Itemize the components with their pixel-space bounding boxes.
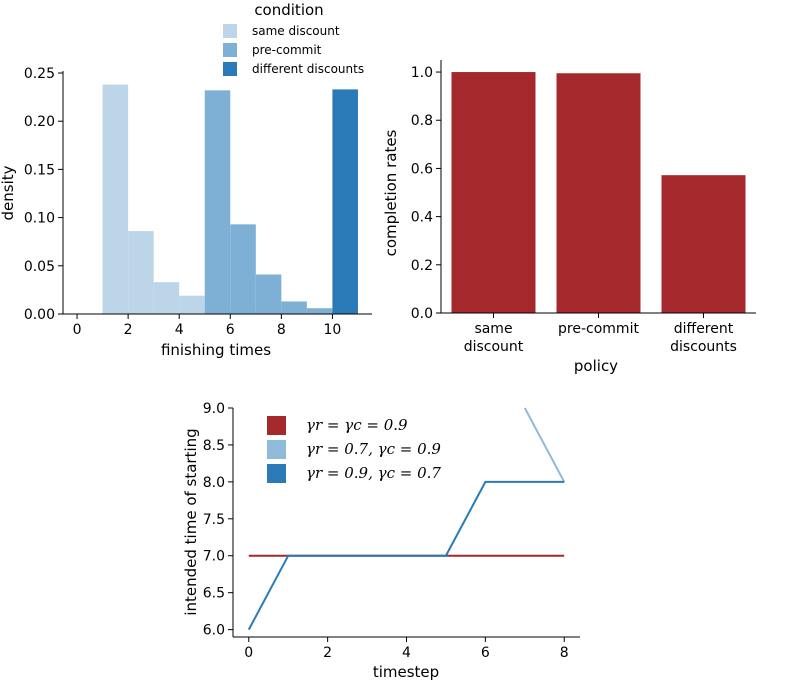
x-tick-label: 6 bbox=[226, 322, 235, 338]
histogram-legend: condition same discount pre-commit differe… bbox=[223, 1, 364, 76]
histogram-bar bbox=[281, 301, 307, 314]
legend-swatch bbox=[223, 24, 237, 38]
completion-bar bbox=[661, 175, 746, 313]
series-line bbox=[247, 480, 565, 631]
y-tick-label: 9.0 bbox=[203, 401, 225, 417]
y-tick-label: 7.5 bbox=[203, 512, 225, 528]
intended-time-ylabel: intended time of starting bbox=[182, 428, 200, 615]
y-tick-label: 7.0 bbox=[203, 549, 225, 565]
histogram-xlabel: finishing times bbox=[161, 341, 271, 359]
legend-swatch bbox=[267, 464, 286, 483]
y-tick-label: 8.0 bbox=[203, 475, 225, 491]
y-tick-label: 0.15 bbox=[24, 162, 55, 178]
y-tick-label: 8.5 bbox=[203, 438, 225, 454]
completion-bar bbox=[451, 72, 536, 313]
y-tick-label: 6.0 bbox=[203, 623, 225, 639]
legend-swatch bbox=[223, 62, 237, 76]
completion-rates-panel: same discount pre-commit different discounts… bbox=[382, 60, 756, 375]
x-tick-label: 10 bbox=[324, 322, 342, 338]
x-tick-label: 4 bbox=[175, 322, 184, 338]
legend-label: γr = 0.9, γc = 0.7 bbox=[306, 464, 441, 482]
x-tick-label: 0 bbox=[244, 645, 253, 661]
y-tick-label: 0.0 bbox=[411, 306, 433, 322]
histogram-bar bbox=[128, 231, 154, 314]
completion-bar bbox=[556, 73, 641, 313]
x-tick-label: 2 bbox=[124, 322, 133, 338]
legend-swatch bbox=[223, 43, 237, 57]
x-tick-label: discount bbox=[464, 339, 524, 355]
histogram-bar bbox=[255, 274, 282, 314]
histogram-bar bbox=[179, 295, 205, 314]
y-tick-label: 0.05 bbox=[24, 259, 55, 275]
line-legend: γr = γc = 0.9 γr = 0.7, γc = 0.9 γr = 0.9,… bbox=[267, 416, 441, 483]
legend-label: different discounts bbox=[252, 62, 364, 76]
legend-label: same discount bbox=[252, 24, 340, 38]
legend-label: γr = 0.7, γc = 0.9 bbox=[306, 440, 441, 458]
intended-time-axes: 6.0 6.5 7.0 7.5 8.0 8.5 9.0 0 2 4 6 8 bbox=[203, 401, 580, 661]
histogram-bar bbox=[306, 308, 333, 314]
x-tick-label: same bbox=[474, 321, 512, 337]
x-tick-label: 0 bbox=[73, 322, 82, 338]
x-tick-label: 4 bbox=[402, 645, 411, 661]
legend-label: γr = γc = 0.9 bbox=[306, 416, 408, 434]
y-tick-label: 1.0 bbox=[411, 65, 433, 81]
histogram-bar bbox=[102, 84, 129, 315]
legend-swatch bbox=[267, 440, 286, 459]
y-tick-label: 0.25 bbox=[24, 66, 55, 82]
x-tick-label: 6 bbox=[481, 645, 490, 661]
histogram-bars bbox=[102, 84, 358, 315]
x-tick-label: discounts bbox=[670, 339, 737, 355]
x-tick-label: 8 bbox=[277, 322, 286, 338]
histogram-panel: 0.00 0.05 0.10 0.15 0.20 0.25 0 2 4 6 8 10 finishin… bbox=[0, 1, 372, 359]
y-tick-label: 0.2 bbox=[411, 258, 433, 274]
completion-xlabel: policy bbox=[574, 357, 618, 375]
y-tick-label: 0.20 bbox=[24, 114, 55, 130]
histogram-axes: 0.00 0.05 0.10 0.15 0.20 0.25 0 2 4 6 8 10 bbox=[24, 66, 372, 338]
legend-swatch bbox=[267, 416, 286, 435]
x-tick-label: 2 bbox=[323, 645, 332, 661]
series-line bbox=[523, 407, 566, 483]
intended-time-panel: 6.0 6.5 7.0 7.5 8.0 8.5 9.0 0 2 4 6 8 timestep inte… bbox=[182, 401, 580, 680]
y-tick-label: 0.8 bbox=[411, 113, 433, 129]
intended-time-lines bbox=[247, 407, 566, 631]
completion-axes: same discount pre-commit different discounts… bbox=[411, 60, 756, 355]
legend-title: condition bbox=[254, 1, 323, 19]
x-tick-label: different bbox=[674, 321, 734, 337]
completion-ylabel: completion rates bbox=[382, 129, 400, 256]
histogram-bar bbox=[230, 224, 256, 314]
histogram-bar bbox=[204, 90, 231, 315]
legend-label: pre-commit bbox=[252, 43, 322, 57]
timestep-xlabel: timestep bbox=[373, 663, 439, 680]
histogram-bar bbox=[332, 89, 358, 314]
completion-bars bbox=[451, 72, 746, 313]
y-tick-label: 6.5 bbox=[203, 586, 225, 602]
y-tick-label: 0.6 bbox=[411, 161, 433, 177]
y-tick-label: 0.00 bbox=[24, 307, 55, 323]
x-tick-label: 8 bbox=[560, 645, 569, 661]
histogram-bar bbox=[153, 282, 180, 314]
x-tick-label: pre-commit bbox=[558, 321, 639, 337]
y-tick-label: 0.10 bbox=[24, 211, 55, 227]
y-tick-label: 0.4 bbox=[411, 210, 433, 226]
histogram-ylabel: density bbox=[0, 165, 17, 220]
